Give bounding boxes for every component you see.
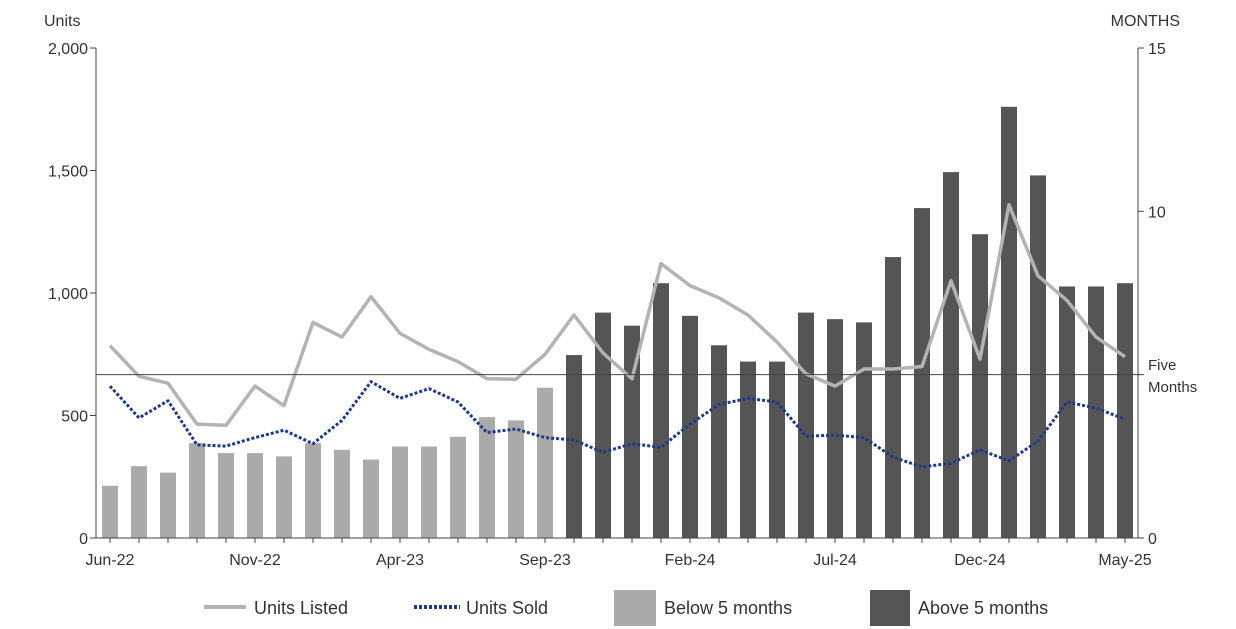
y-left-tick-label: 500	[61, 409, 88, 426]
bar-above-5-months-jan-24	[653, 283, 669, 538]
bar-above-5-months-oct-23	[566, 355, 582, 538]
y-right-tick-label: 10	[1148, 204, 1166, 221]
bar-above-5-months-mar-25	[1059, 286, 1075, 538]
y-left-axis-title: Units	[44, 13, 80, 30]
bar-below-5-months-mar-23	[363, 459, 379, 538]
bar-above-5-months-feb-24	[682, 315, 698, 538]
bar-above-5-months-dec-23	[624, 325, 640, 538]
legend-units-sold-label: Units Sold	[466, 598, 548, 618]
bar-above-5-months-aug-24	[856, 322, 872, 538]
x-tick-label: Nov-22	[229, 552, 281, 569]
bar-below-5-months-jul-22	[131, 466, 147, 538]
y-right-axis-title: MONTHS	[1111, 13, 1180, 30]
bar-below-5-months-aug-22	[160, 472, 176, 538]
x-tick-label: Dec-24	[954, 552, 1006, 569]
bar-below-5-months-sep-22	[189, 443, 205, 538]
legend: Units Listed Units Sold Below 5 months A…	[204, 590, 1048, 626]
x-tick-label: Feb-24	[665, 552, 716, 569]
bar-below-5-months-jan-23	[305, 443, 321, 538]
x-tick-label: Apr-23	[376, 552, 424, 569]
legend-units-listed-label: Units Listed	[254, 598, 348, 618]
y-right-tick-label: 15	[1148, 41, 1166, 58]
bar-below-5-months-jun-22	[102, 485, 118, 538]
y-left-tick-label: 1,000	[48, 286, 88, 303]
legend-below-5-swatch	[614, 590, 656, 626]
x-tick-label: May-25	[1098, 552, 1151, 569]
series-line-units-listed	[108, 203, 1126, 428]
legend-above-5-label: Above 5 months	[918, 598, 1048, 618]
bar-above-5-months-sep-24	[885, 257, 901, 538]
lines-group	[108, 203, 1126, 469]
legend-above-5-swatch	[870, 590, 910, 626]
bar-above-5-months-may-25	[1117, 283, 1133, 538]
bars-group	[102, 106, 1133, 539]
bar-below-5-months-dec-22	[276, 456, 292, 538]
axes-group: 0 500 1,000 1,500 2,000 0 10 15 Jun-22 Nov-22 Apr-…	[48, 41, 1166, 569]
x-tick-label: Jul-24	[813, 552, 857, 569]
bar-above-5-months-oct-24	[914, 208, 930, 539]
x-tick-label: Jun-22	[86, 552, 135, 569]
bar-below-5-months-aug-23	[508, 420, 524, 538]
bar-above-5-months-nov-24	[943, 172, 959, 538]
bar-below-5-months-jun-23	[450, 436, 466, 538]
bar-below-5-months-oct-22	[218, 453, 234, 538]
bar-below-5-months-may-23	[421, 446, 437, 538]
bar-above-5-months-jun-24	[798, 312, 814, 538]
bar-below-5-months-jul-23	[479, 417, 495, 538]
bar-above-5-months-jul-24	[827, 319, 843, 538]
y-left-tick-label: 2,000	[48, 41, 88, 58]
legend-below-5-label: Below 5 months	[664, 598, 792, 618]
bar-above-5-months-feb-25	[1030, 175, 1046, 538]
y-right-tick-label: 0	[1148, 531, 1157, 548]
bar-above-5-months-mar-24	[711, 345, 727, 538]
bar-below-5-months-feb-23	[334, 449, 350, 538]
bar-above-5-months-nov-23	[595, 312, 611, 538]
bar-below-5-months-apr-23	[392, 446, 408, 538]
bar-above-5-months-apr-25	[1088, 286, 1104, 538]
bar-above-5-months-jan-25	[1001, 106, 1017, 539]
y-left-tick-label: 1,500	[48, 164, 88, 181]
x-tick-label: Sep-23	[519, 552, 571, 569]
y-left-tick-label: 0	[79, 531, 88, 548]
bar-below-5-months-sep-23	[537, 387, 553, 538]
reference-label-line1: Five	[1148, 357, 1176, 374]
bar-above-5-months-dec-24	[972, 234, 988, 538]
reference-label-line2: Months	[1148, 379, 1197, 396]
bar-below-5-months-nov-22	[247, 453, 263, 538]
bar-above-5-months-apr-24	[740, 361, 756, 538]
bar-above-5-months-may-24	[769, 361, 785, 538]
